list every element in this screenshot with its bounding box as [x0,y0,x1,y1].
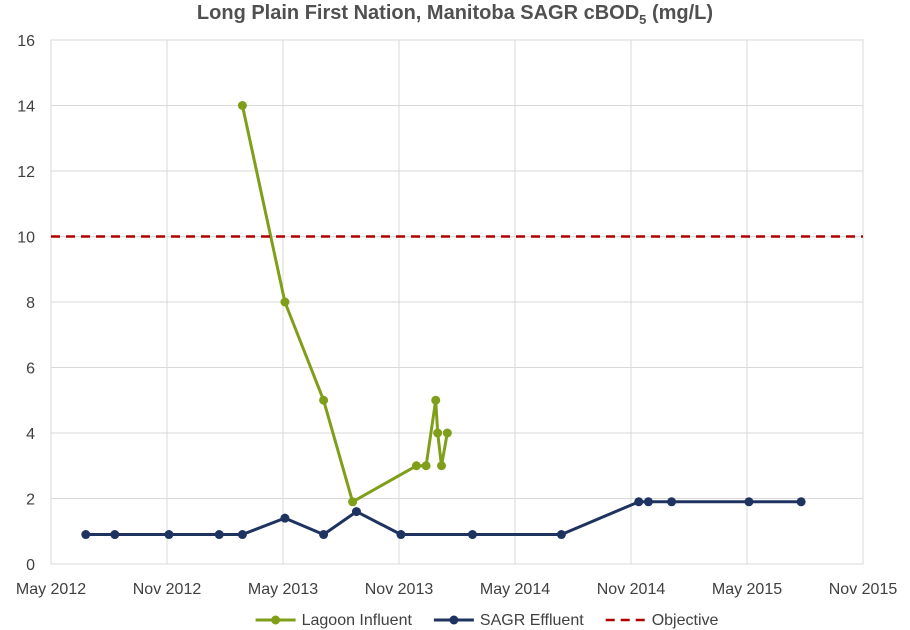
data-point [667,497,677,507]
data-point [433,428,443,438]
y-tick-label: 4 [26,426,35,443]
data-point [634,497,644,507]
data-point [214,530,224,540]
x-axis-ticks: May 2012 Nov 2012 May 2013 Nov 2013 May 2014… [16,581,897,598]
data-point [237,530,247,540]
data-point [319,395,329,405]
legend-marker [271,615,281,625]
data-point [437,461,447,471]
x-tick-label: May 2012 [16,581,86,598]
series-lagoon-influent [237,101,452,507]
data-point [81,530,91,540]
data-point [396,530,406,540]
y-tick-label: 10 [17,230,35,247]
y-tick-label: 8 [26,295,35,312]
data-point [421,461,431,471]
data-point [319,530,329,540]
series-line [240,105,449,504]
data-point [431,395,441,405]
legend: Lagoon Influent SAGR Effluent Objective [255,612,719,629]
series-sagr-effluent [81,497,806,540]
legend-label: SAGR Effluent [480,612,584,629]
y-tick-label: 16 [17,33,35,50]
y-tick-label: 2 [26,492,35,509]
legend-item: Lagoon Influent [255,612,413,629]
data-point [744,497,754,507]
data-point [280,297,290,307]
data-point [796,497,806,507]
x-tick-label: May 2014 [480,581,550,598]
y-tick-label: 12 [17,164,35,181]
y-tick-label: 14 [17,99,35,116]
data-point [442,428,452,438]
legend-label: Objective [652,612,719,629]
x-tick-label: Nov 2013 [365,581,434,598]
data-point [411,461,421,471]
gridlines [50,39,864,565]
data-point [556,530,566,540]
x-tick-label: May 2015 [712,581,782,598]
legend-item: SAGR Effluent [433,612,584,629]
data-point [467,530,477,540]
chart-title: Long Plain First Nation, Manitoba SAGR c… [197,2,713,27]
data-point [280,513,290,523]
data-point [351,507,361,517]
data-point [643,497,653,507]
legend-item: Objective [605,612,719,629]
x-tick-label: Nov 2012 [133,581,202,598]
legend-label: Lagoon Influent [302,612,413,629]
data-point [110,530,120,540]
legend-marker [449,615,459,625]
x-tick-label: Nov 2014 [597,581,666,598]
y-tick-label: 0 [26,557,35,574]
data-point [348,497,358,507]
series-layer [51,101,863,540]
y-tick-label: 6 [26,361,35,378]
y-axis-ticks: 0 2 4 6 8 10 12 14 16 [17,33,35,574]
x-tick-label: May 2013 [248,581,318,598]
data-point [237,101,247,110]
data-point [164,530,174,540]
x-tick-label: Nov 2015 [829,581,898,598]
series-line [85,500,802,536]
